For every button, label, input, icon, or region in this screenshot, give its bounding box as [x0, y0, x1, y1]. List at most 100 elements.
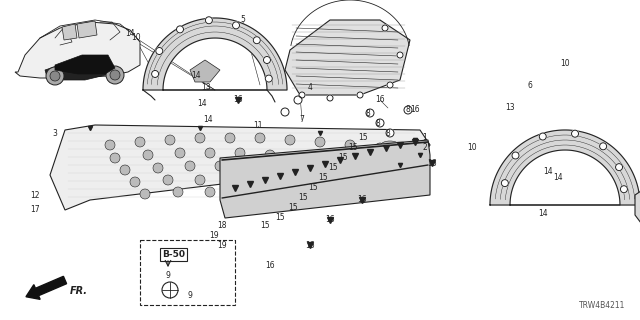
Circle shape	[375, 155, 385, 165]
Text: 16: 16	[233, 95, 243, 105]
Circle shape	[140, 189, 150, 199]
Circle shape	[265, 150, 275, 160]
Text: 14: 14	[125, 29, 135, 38]
Text: 15: 15	[288, 204, 298, 212]
Circle shape	[315, 137, 325, 147]
Circle shape	[195, 175, 205, 185]
Text: 14: 14	[543, 166, 553, 175]
Circle shape	[616, 164, 623, 171]
Circle shape	[382, 25, 388, 31]
Text: 12: 12	[30, 190, 40, 199]
Circle shape	[215, 161, 225, 171]
Ellipse shape	[286, 156, 304, 164]
Text: 9: 9	[188, 291, 193, 300]
Circle shape	[143, 150, 153, 160]
Circle shape	[185, 161, 195, 171]
Circle shape	[162, 282, 178, 298]
Circle shape	[110, 70, 120, 80]
Circle shape	[153, 163, 163, 173]
Circle shape	[404, 106, 412, 114]
Circle shape	[572, 130, 579, 137]
Text: 19: 19	[209, 230, 219, 239]
Text: 16: 16	[410, 106, 420, 115]
Circle shape	[110, 153, 120, 163]
Circle shape	[205, 17, 212, 24]
Circle shape	[120, 165, 130, 175]
Circle shape	[512, 152, 519, 159]
FancyArrow shape	[26, 276, 67, 299]
Circle shape	[46, 67, 64, 85]
Text: B-50: B-50	[162, 250, 185, 259]
Text: 8: 8	[376, 118, 380, 127]
Text: 15: 15	[308, 182, 318, 191]
Text: TRW4B4211: TRW4B4211	[579, 301, 625, 310]
Text: 15: 15	[318, 172, 328, 181]
Circle shape	[175, 148, 185, 158]
Circle shape	[345, 150, 355, 160]
Polygon shape	[55, 55, 115, 74]
Text: 10: 10	[467, 143, 477, 153]
Circle shape	[620, 186, 627, 193]
Text: 15: 15	[275, 213, 285, 222]
Circle shape	[266, 75, 272, 82]
Circle shape	[397, 52, 403, 58]
Circle shape	[255, 179, 265, 189]
Circle shape	[275, 165, 285, 175]
Circle shape	[50, 71, 60, 81]
Circle shape	[264, 57, 271, 63]
Circle shape	[225, 177, 235, 187]
Circle shape	[105, 140, 115, 150]
Circle shape	[600, 143, 607, 150]
Polygon shape	[635, 175, 640, 235]
Text: 9: 9	[166, 270, 170, 279]
Text: 3: 3	[52, 129, 58, 138]
Circle shape	[357, 92, 363, 98]
Text: 19: 19	[217, 241, 227, 250]
Polygon shape	[490, 130, 640, 205]
Text: 8: 8	[406, 106, 410, 115]
Text: 7: 7	[300, 116, 305, 124]
Circle shape	[225, 133, 235, 143]
Circle shape	[327, 95, 333, 101]
Ellipse shape	[251, 171, 269, 179]
Circle shape	[235, 189, 245, 199]
Text: 13: 13	[505, 103, 515, 113]
Text: 15: 15	[298, 193, 308, 202]
Circle shape	[235, 148, 245, 158]
Polygon shape	[220, 140, 430, 218]
Circle shape	[106, 66, 124, 84]
Circle shape	[345, 140, 355, 150]
Polygon shape	[190, 60, 220, 82]
Circle shape	[366, 109, 374, 117]
Circle shape	[387, 82, 393, 88]
Text: 15: 15	[260, 220, 270, 229]
Circle shape	[295, 153, 305, 163]
Circle shape	[130, 177, 140, 187]
Circle shape	[232, 22, 239, 29]
Text: 15: 15	[358, 132, 368, 141]
Circle shape	[376, 119, 384, 127]
Text: 16: 16	[305, 241, 315, 250]
Circle shape	[355, 157, 365, 167]
Text: 18: 18	[217, 220, 227, 229]
Text: 10: 10	[560, 60, 570, 68]
Circle shape	[281, 108, 289, 116]
Circle shape	[540, 133, 547, 140]
Text: 15: 15	[328, 163, 338, 172]
Circle shape	[135, 137, 145, 147]
Text: 1: 1	[422, 133, 428, 142]
Circle shape	[163, 175, 173, 185]
Text: 14: 14	[553, 172, 563, 181]
Circle shape	[375, 143, 385, 153]
Polygon shape	[50, 125, 430, 210]
Circle shape	[325, 155, 335, 165]
Polygon shape	[62, 24, 77, 40]
Polygon shape	[45, 60, 118, 80]
Text: 10: 10	[131, 34, 141, 43]
Text: 16: 16	[357, 196, 367, 204]
Text: 11: 11	[253, 122, 263, 131]
Circle shape	[255, 133, 265, 143]
Text: 15: 15	[338, 153, 348, 162]
Text: 13: 13	[201, 84, 211, 92]
Text: 2: 2	[422, 143, 428, 153]
